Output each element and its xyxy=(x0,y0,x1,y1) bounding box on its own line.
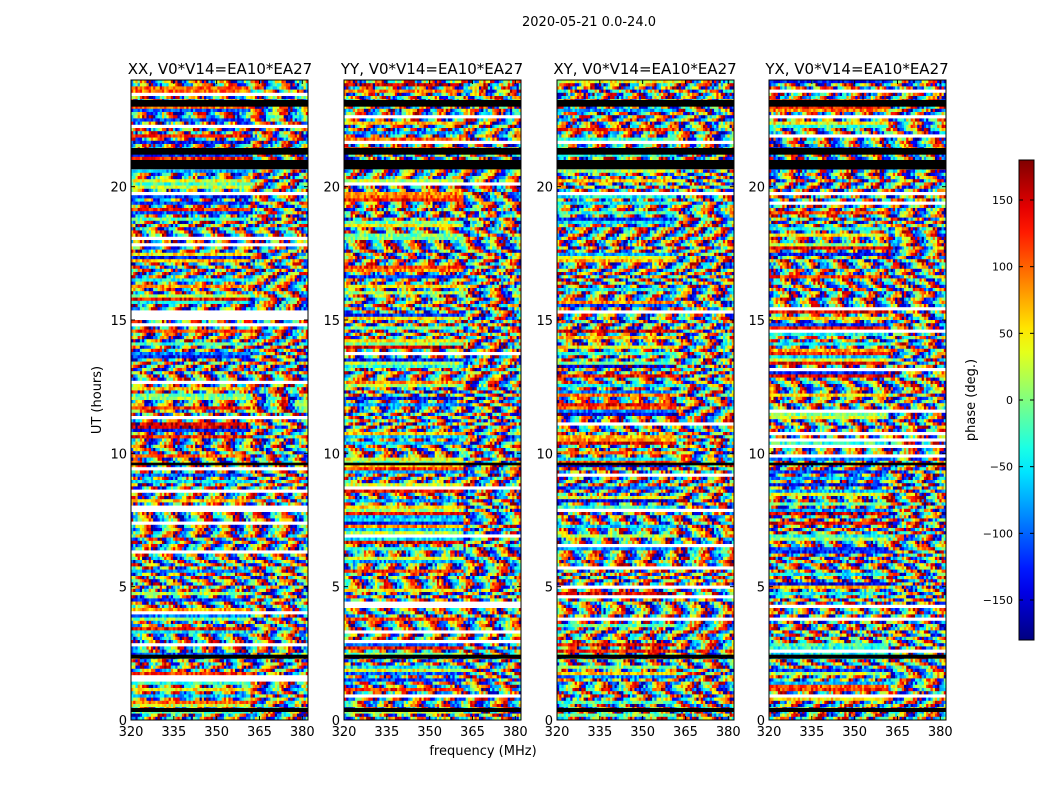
x-tick-label: 380 xyxy=(503,725,528,740)
y-tick-label: 20 xyxy=(323,181,340,196)
figure-suptitle: 2020-05-21 0.0-24.0 xyxy=(522,15,656,30)
x-tick-label: 350 xyxy=(204,725,229,740)
y-tick-label: 20 xyxy=(748,181,765,196)
x-tick-label: 320 xyxy=(332,725,357,740)
y-tick-label: 15 xyxy=(536,314,553,329)
panel-xy: XY, V0*V14=EA10*EA27 320 335 350 365 380 0 5 10… xyxy=(536,60,740,740)
colorbar-tick-label: 50 xyxy=(999,327,1013,340)
y-axis-label: UT (hours) xyxy=(90,366,105,434)
heatmap-image xyxy=(131,80,308,720)
x-tick-label: 320 xyxy=(545,725,570,740)
colorbar-tick-label: −50 xyxy=(990,461,1013,474)
panel-title-xy: XY, V0*V14=EA10*EA27 xyxy=(553,60,736,78)
panel-yy: YY, V0*V14=EA10*EA27 320 335 350 365 380 0 5 10… xyxy=(323,60,527,740)
colorbar-tick-label: −100 xyxy=(983,527,1013,540)
heatmap-yx: 320 335 350 365 380 0 5 10 15 20 xyxy=(748,79,953,740)
x-tick-label: 350 xyxy=(417,725,442,740)
x-tick-label: 365 xyxy=(673,725,698,740)
heatmap-image xyxy=(769,80,946,720)
x-tick-label: 335 xyxy=(161,725,186,740)
y-tick-label: 0 xyxy=(757,714,765,729)
heatmap-image xyxy=(557,80,734,720)
x-tick-label: 350 xyxy=(842,725,867,740)
x-tick-label: 380 xyxy=(928,725,953,740)
x-tick-label: 380 xyxy=(716,725,741,740)
x-tick-label: 350 xyxy=(630,725,655,740)
y-tick-label: 15 xyxy=(748,314,765,329)
y-tick-label: 15 xyxy=(110,314,127,329)
x-tick-label: 335 xyxy=(374,725,399,740)
colorbar-tick-label: 100 xyxy=(992,261,1013,274)
x-tick-label: 335 xyxy=(587,725,612,740)
colorbar: 150 100 50 0 −50 −100 −150 xyxy=(983,159,1035,641)
y-tick-label: 5 xyxy=(757,581,765,596)
y-tick-label: 10 xyxy=(110,447,127,462)
y-tick-label: 0 xyxy=(119,714,127,729)
x-tick-label: 320 xyxy=(757,725,782,740)
y-tick-label: 0 xyxy=(545,714,553,729)
heatmap-yy: 320 335 350 365 380 0 5 10 15 20 xyxy=(323,79,528,740)
x-tick-label: 335 xyxy=(799,725,824,740)
heatmap-xy: 320 335 350 365 380 0 5 10 15 20 xyxy=(536,79,741,740)
panel-xx: XX, V0*V14=EA10*EA27 320 335 350 365 380 0 5 10… xyxy=(110,60,314,740)
x-axis-label: frequency (MHz) xyxy=(429,744,536,759)
x-tick-label: 365 xyxy=(885,725,910,740)
x-tick-label: 365 xyxy=(247,725,272,740)
y-tick-label: 10 xyxy=(536,447,553,462)
y-tick-label: 20 xyxy=(536,181,553,196)
panel-title-xx: XX, V0*V14=EA10*EA27 xyxy=(128,60,312,78)
panel-title-yx: YX, V0*V14=EA10*EA27 xyxy=(764,60,948,78)
y-tick-label: 5 xyxy=(332,581,340,596)
colorbar-tick-label: 150 xyxy=(992,194,1013,207)
colorbar-tick-label: 0 xyxy=(1006,394,1013,407)
y-tick-label: 10 xyxy=(748,447,765,462)
x-tick-label: 365 xyxy=(460,725,485,740)
x-tick-label: 380 xyxy=(290,725,315,740)
heatmap-xx: 320 335 350 365 380 0 5 10 15 20 xyxy=(110,79,315,740)
panel-yx: YX, V0*V14=EA10*EA27 320 335 350 365 380 0 5 10… xyxy=(748,60,952,740)
y-tick-label: 5 xyxy=(119,581,127,596)
y-tick-label: 5 xyxy=(545,581,553,596)
y-tick-label: 0 xyxy=(332,714,340,729)
y-tick-label: 15 xyxy=(323,314,340,329)
panel-title-yy: YY, V0*V14=EA10*EA27 xyxy=(340,60,523,78)
y-tick-label: 10 xyxy=(323,447,340,462)
heatmap-image xyxy=(344,80,521,720)
x-tick-label: 320 xyxy=(119,725,144,740)
colorbar-tick-label: −150 xyxy=(983,594,1013,607)
colorbar-label: phase (deg.) xyxy=(964,359,979,441)
y-tick-label: 20 xyxy=(110,181,127,196)
